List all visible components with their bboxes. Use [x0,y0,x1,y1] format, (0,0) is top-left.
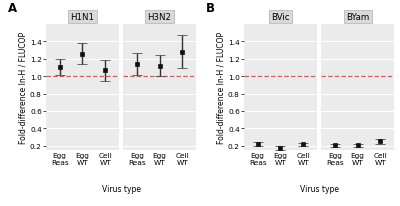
Y-axis label: Fold-difference In-H / FLUCOP: Fold-difference In-H / FLUCOP [216,32,225,143]
Text: Virus type: Virus type [102,184,140,193]
Text: A: A [8,2,17,15]
Y-axis label: Fold-difference In-H / FLUCOP: Fold-difference In-H / FLUCOP [18,32,27,143]
Text: B: B [206,2,215,15]
Title: BVic: BVic [271,13,290,22]
Text: Virus type: Virus type [300,184,338,193]
Title: BYam: BYam [346,13,369,22]
Title: H1N1: H1N1 [70,13,94,22]
Title: H3N2: H3N2 [148,13,172,22]
